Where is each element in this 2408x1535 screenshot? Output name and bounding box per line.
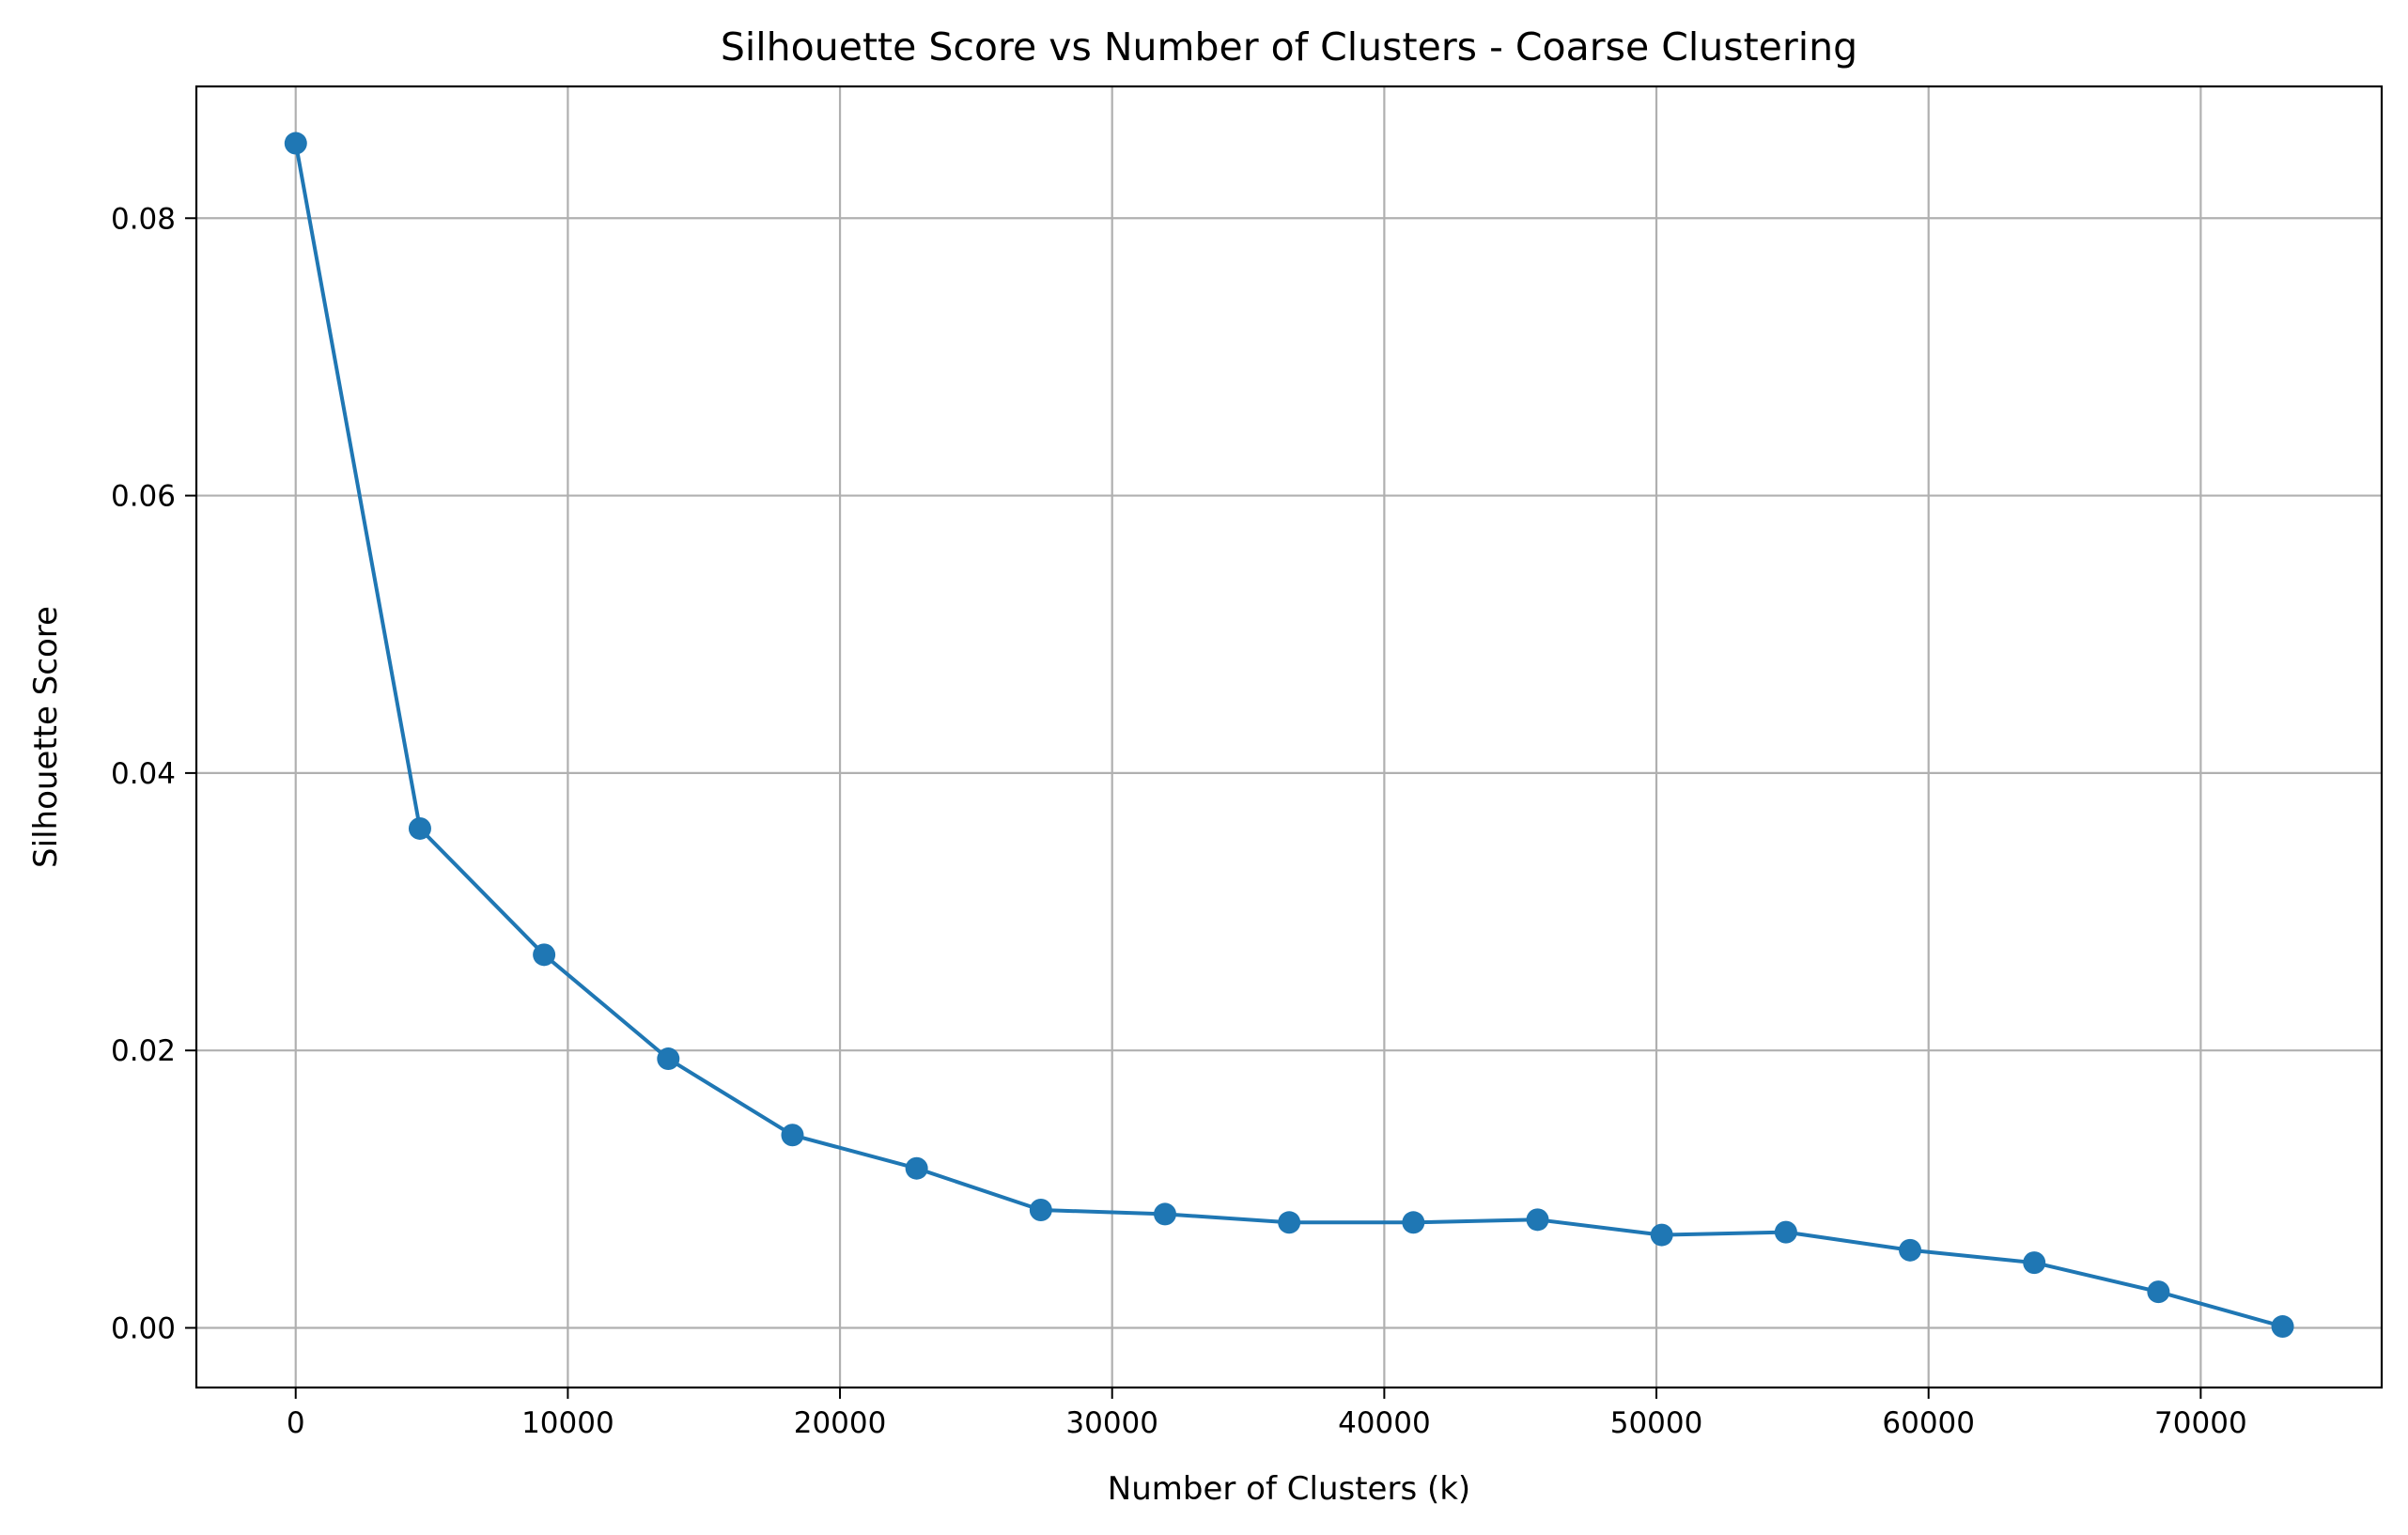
x-tick-label: 30000 [1065, 1406, 1158, 1440]
x-tick-label: 20000 [794, 1406, 887, 1440]
y-tick-label: 0.00 [111, 1312, 176, 1346]
data-point [1278, 1211, 1301, 1234]
data-point [408, 816, 431, 840]
y-tick-label: 0.02 [111, 1034, 176, 1068]
data-point [1402, 1211, 1425, 1234]
x-tick-label: 50000 [1610, 1406, 1703, 1440]
data-point [1154, 1202, 1177, 1226]
data-point [1526, 1208, 1549, 1232]
chart-title: Silhouette Score vs Number of Clusters -… [721, 24, 1857, 70]
x-tick-label: 60000 [1882, 1406, 1975, 1440]
x-tick-label: 70000 [2154, 1406, 2247, 1440]
data-point [781, 1124, 804, 1147]
x-tick-label: 40000 [1338, 1406, 1431, 1440]
y-tick-label: 0.06 [111, 480, 176, 514]
data-point [2271, 1315, 2294, 1339]
series-layer [284, 132, 2294, 1339]
data-point [1774, 1220, 1797, 1244]
data-point [533, 943, 556, 967]
data-point [2023, 1251, 2046, 1275]
x-tick-label: 10000 [521, 1406, 614, 1440]
y-tick-label: 0.08 [111, 202, 176, 236]
data-point [657, 1047, 680, 1071]
data-point [1899, 1238, 1922, 1262]
grid [196, 86, 2382, 1388]
data-point [1029, 1199, 1052, 1222]
data-point [284, 132, 307, 155]
data-point [905, 1156, 928, 1180]
x-axis-ticks: 0 10000 20000 30000 40000 50000 60000 70000 [287, 1388, 2247, 1440]
x-axis-label: Number of Clusters (k) [1108, 1470, 1470, 1508]
data-point [1650, 1223, 1673, 1247]
y-axis-ticks: 0.00 0.02 0.04 0.06 0.08 [111, 202, 196, 1346]
y-tick-label: 0.04 [111, 757, 176, 791]
y-axis-label: Silhouette Score [27, 606, 65, 868]
x-tick-label: 0 [287, 1406, 305, 1440]
data-point [2147, 1280, 2170, 1304]
plot-frame [194, 85, 2384, 1389]
